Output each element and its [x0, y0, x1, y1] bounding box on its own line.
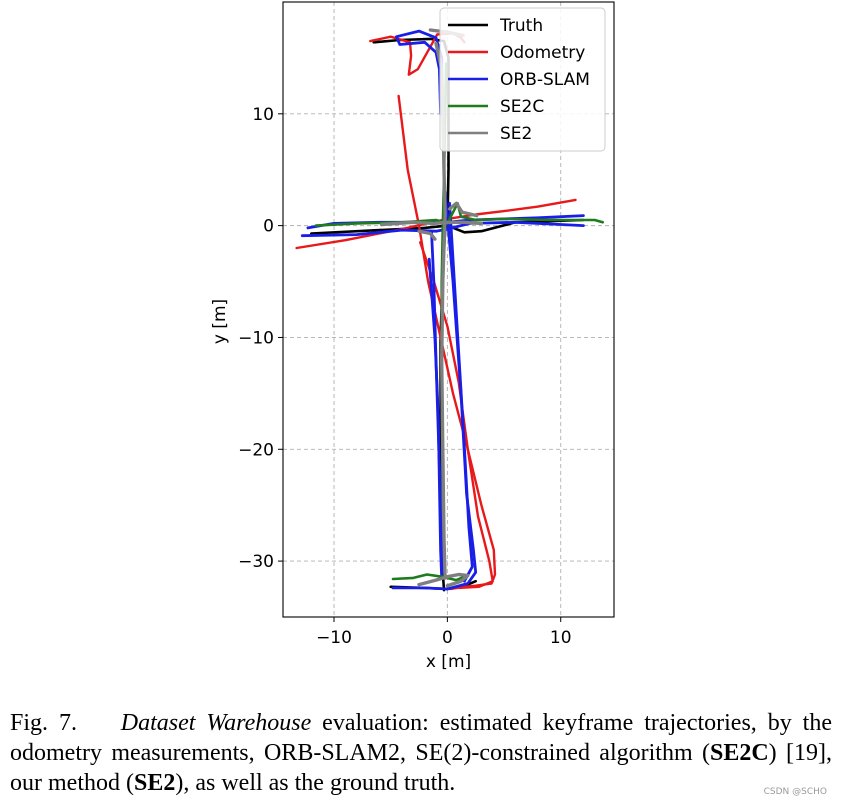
caption-se2: SE2	[133, 770, 176, 796]
y-tick-label: 10	[252, 105, 274, 125]
caption-prefix: Fig. 7.	[10, 710, 77, 736]
trajectory-line	[448, 201, 474, 583]
y-axis-label: y [m]	[210, 299, 230, 344]
caption-text-1: evaluation: estimated keyframe trajector…	[10, 710, 832, 766]
caption-se2c: SE2C	[709, 740, 769, 766]
trajectory-line	[397, 94, 497, 591]
legend-box	[439, 7, 606, 152]
trajectory-line	[391, 190, 478, 591]
y-tick-label: −20	[238, 440, 274, 460]
trajectory-line	[417, 229, 437, 241]
trajectory-plot: −10 0 10 10 0 −10 −20 −30 x [m] y [m] Truth Odom…	[210, 1, 615, 672]
trajectory-line	[447, 201, 479, 218]
legend: Truth Odometry ORB-SLAM SE2C SE2	[439, 7, 606, 152]
figure-caption: Fig. 7. Dataset Warehouse evaluation: es…	[10, 708, 832, 798]
caption-text-3: ), as well as the ground truth.	[175, 770, 456, 796]
trajectory-line	[430, 229, 446, 574]
x-tick-label: 10	[550, 628, 572, 648]
y-tick-label: 0	[263, 217, 274, 237]
legend-label: ORB-SLAM	[500, 70, 590, 90]
series-layer	[295, 28, 604, 592]
caption-dataset-name: Dataset Warehouse	[120, 710, 312, 736]
y-tick-label: −30	[238, 552, 274, 572]
trajectory-line	[372, 37, 450, 592]
x-tick-label: −10	[316, 628, 352, 648]
x-tick-label: 0	[442, 628, 453, 648]
x-axis-label: x [m]	[426, 652, 471, 672]
trajectory-line	[391, 573, 466, 582]
trajectory-line	[379, 220, 484, 227]
plot-frame	[282, 1, 615, 618]
axis-ticks: −10 0 10 10 0 −10 −20 −30	[238, 105, 571, 648]
trajectory-line	[395, 29, 445, 116]
legend-label: SE2C	[500, 97, 544, 117]
caption-text-2: ) [19], our method (	[10, 740, 833, 796]
legend-label: SE2	[500, 124, 532, 144]
legend-label: Odometry	[500, 43, 585, 63]
legend-label: Truth	[499, 16, 543, 36]
watermark: CSDN @SCHO	[763, 787, 827, 797]
y-tick-label: −10	[238, 328, 274, 348]
trajectory-line	[417, 572, 470, 588]
